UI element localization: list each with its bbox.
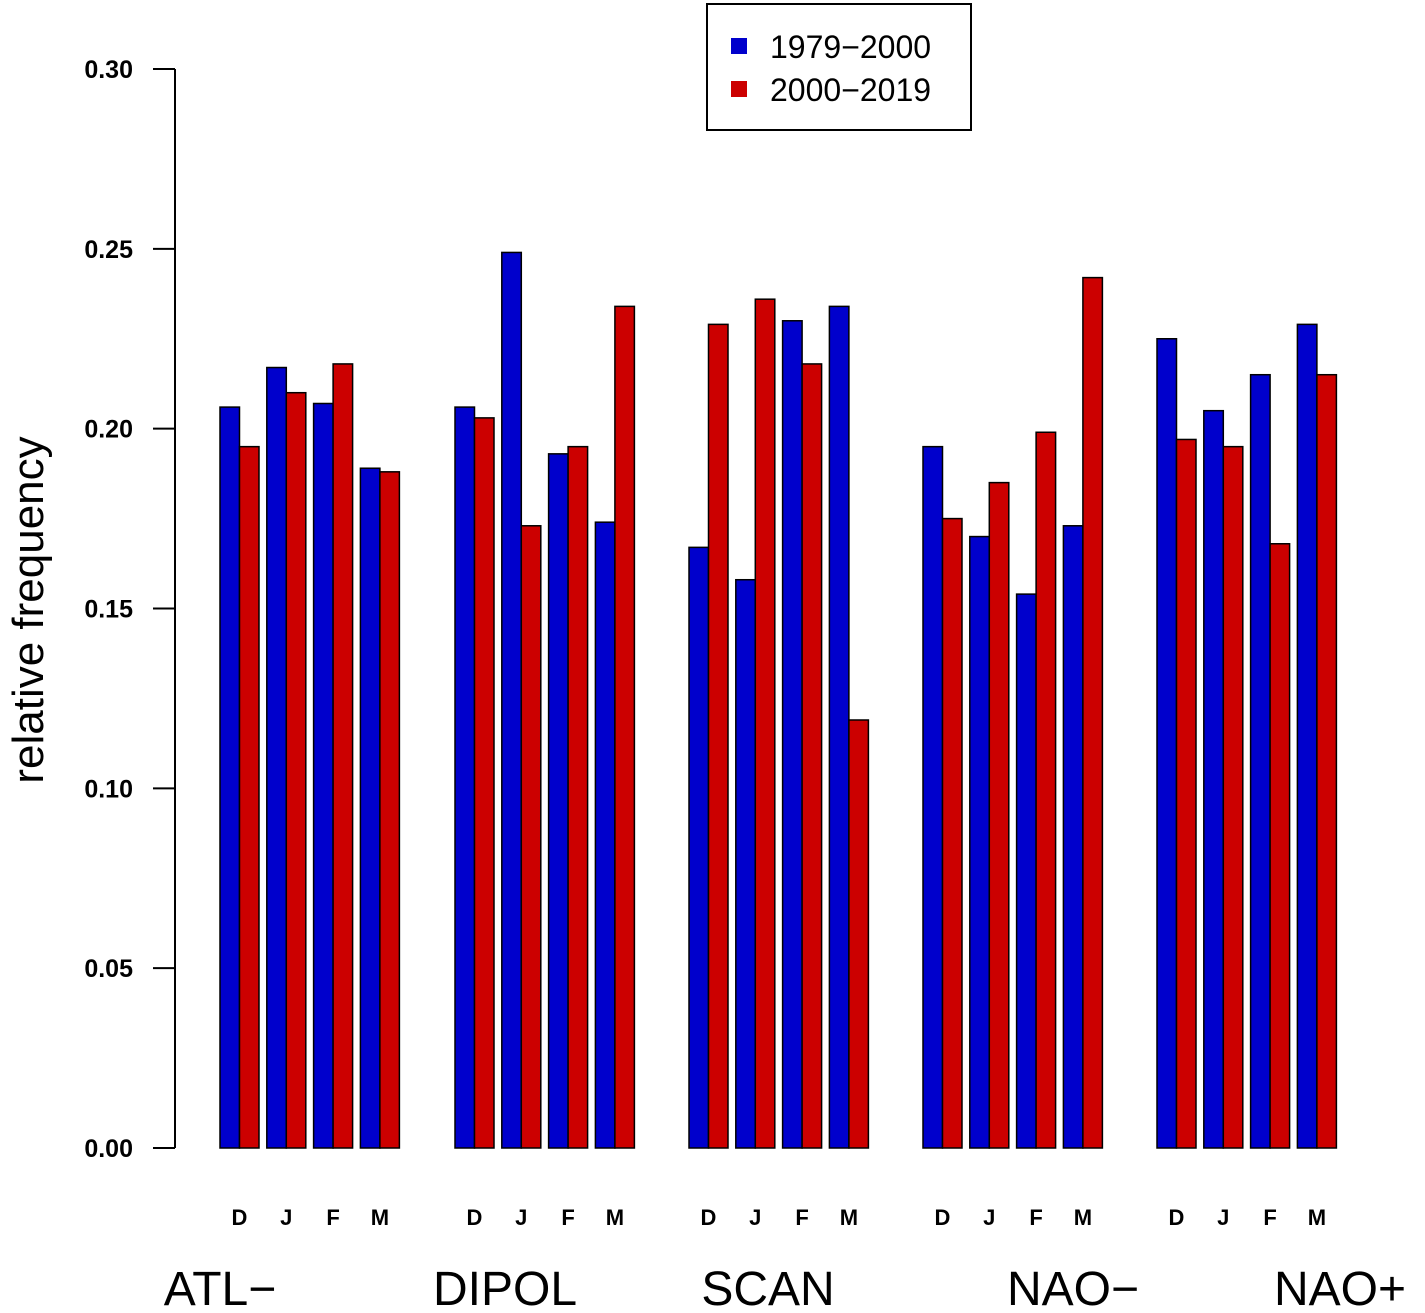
bar-nao-d-series2 (941, 517, 963, 1149)
group-label: ATL− (164, 1263, 277, 1313)
y-tick-label: 0.15 (84, 596, 133, 624)
legend-box (706, 3, 972, 131)
month-label: D (1169, 1205, 1185, 1230)
month-label: F (1029, 1205, 1042, 1230)
bar-scan-j-series2 (754, 298, 776, 1149)
x-labels: D J F M ATL− D J F M DIPOL D J F M SCAN D J F M NAO− D J F M NAO… (164, 1205, 1406, 1313)
month-label: M (840, 1205, 858, 1230)
y-tick-label: 0.10 (84, 775, 133, 803)
group-label: NAO− (1007, 1263, 1139, 1313)
month-label: F (795, 1205, 808, 1230)
bar-atl-d-series1 (219, 406, 241, 1149)
y-tick-label: 0.25 (84, 236, 133, 264)
bar-nao-d-series1 (922, 445, 944, 1149)
bar-nao-m-series2 (1082, 276, 1104, 1149)
month-label: J (280, 1205, 292, 1230)
month-label: J (749, 1205, 761, 1230)
y-tick-label: 0.30 (84, 56, 133, 84)
bar-dipol-j-series1 (501, 251, 523, 1149)
bar-atl-m-series2 (379, 471, 401, 1149)
month-label: M (1074, 1205, 1092, 1230)
month-label: J (515, 1205, 527, 1230)
bar-scan-d-series2 (707, 323, 729, 1149)
bar-nao-m-series1 (1062, 525, 1084, 1149)
bar-atl-f-series1 (312, 402, 334, 1149)
bar-atl-j-series2 (285, 391, 307, 1149)
legend-swatch-1979-2000 (731, 38, 747, 54)
bar-nao+-d-series2 (1175, 438, 1197, 1149)
bar-nao+-d-series1 (1156, 338, 1178, 1149)
bar-nao+-j-series1 (1203, 409, 1225, 1149)
month-label: J (1217, 1205, 1229, 1230)
month-label: D (467, 1205, 483, 1230)
y-tick-label: 0.00 (84, 1135, 133, 1163)
bar-dipol-f-series2 (567, 445, 589, 1149)
bar-dipol-j-series2 (520, 525, 542, 1149)
bar-nao+-f-series2 (1269, 543, 1291, 1149)
bar-dipol-d-series2 (473, 417, 495, 1149)
month-label: F (326, 1205, 339, 1230)
bar-atl-j-series1 (266, 366, 288, 1149)
group-label: NAO+ (1274, 1263, 1406, 1313)
legend-label-1979-2000: 1979−2000 (770, 29, 931, 65)
bar-atl-d-series2 (238, 445, 260, 1149)
month-label: D (232, 1205, 248, 1230)
bar-scan-f-series2 (801, 363, 823, 1149)
month-label: M (371, 1205, 389, 1230)
y-axis: 0.00 0.05 0.10 0.15 0.20 0.25 0.30 (84, 56, 176, 1163)
bar-nao+-m-series2 (1316, 373, 1338, 1149)
legend: 1979−2000 2000−2019 (706, 3, 972, 131)
bars (219, 251, 1338, 1149)
bar-nao+-f-series1 (1249, 373, 1271, 1149)
bar-dipol-d-series1 (454, 406, 476, 1149)
bar-atl-m-series1 (359, 467, 381, 1149)
y-axis-label: relative frequency (4, 436, 53, 783)
bar-scan-f-series1 (781, 320, 803, 1149)
bar-scan-m-series1 (828, 305, 850, 1149)
y-tick-label: 0.05 (84, 955, 133, 983)
bar-nao-j-series1 (969, 535, 991, 1149)
bar-atl-f-series2 (332, 363, 354, 1149)
month-label: D (935, 1205, 951, 1230)
bar-dipol-f-series1 (547, 453, 569, 1149)
bar-nao-f-series1 (1015, 593, 1037, 1149)
y-tick-label: 0.20 (84, 416, 133, 444)
month-label: M (1308, 1205, 1326, 1230)
bar-dipol-m-series1 (594, 521, 616, 1149)
bar-nao+-j-series2 (1222, 445, 1244, 1149)
month-label: M (606, 1205, 624, 1230)
group-label: DIPOL (433, 1263, 577, 1313)
legend-swatch-2000-2019 (731, 81, 747, 97)
bar-nao-f-series2 (1035, 431, 1057, 1149)
bar-scan-j-series1 (735, 578, 757, 1149)
legend-label-2000-2019: 2000−2019 (770, 72, 931, 108)
month-label: J (983, 1205, 995, 1230)
bar-nao-j-series2 (988, 481, 1010, 1149)
group-label: SCAN (701, 1263, 834, 1313)
month-label: F (1263, 1205, 1276, 1230)
bar-dipol-m-series2 (614, 305, 636, 1149)
bar-scan-d-series1 (688, 546, 710, 1149)
month-label: D (701, 1205, 717, 1230)
bar-nao+-m-series1 (1296, 323, 1318, 1149)
bar-scan-m-series2 (848, 719, 870, 1149)
month-label: F (561, 1205, 574, 1230)
